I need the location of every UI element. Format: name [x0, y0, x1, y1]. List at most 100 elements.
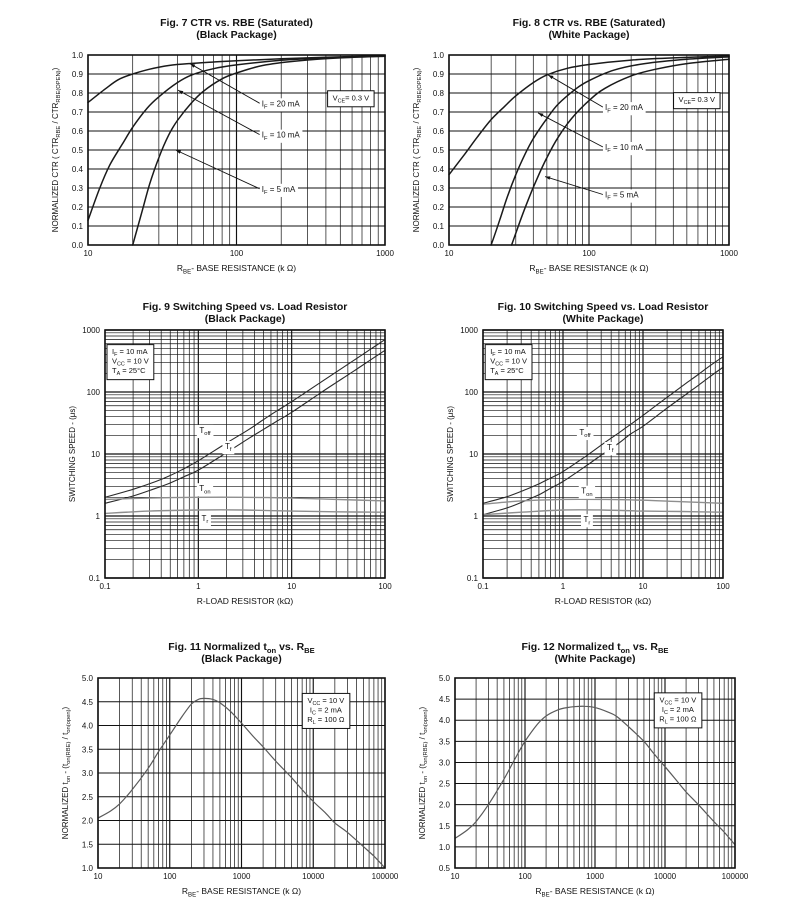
svg-text:0.2: 0.2: [433, 203, 445, 212]
svg-text:100: 100: [716, 582, 730, 591]
fig11-x-axis-label: RBE- BASE RESISTANCE (k Ω): [182, 886, 301, 898]
svg-text:10: 10: [469, 450, 478, 459]
svg-text:2.0: 2.0: [439, 801, 451, 810]
fig8-curve-if-5-ma: [510, 58, 730, 246]
fig8-ctr-vs-rbe-white-chart: IF = 20 mA IF = 10 mA IF = 5 mA VCE= 0.3 V F…: [408, 8, 800, 290]
svg-text:0.6: 0.6: [72, 127, 84, 136]
fig7-subtitle: (Black Package): [196, 29, 277, 41]
svg-text:4.0: 4.0: [82, 722, 94, 731]
svg-text:Toff: Toff: [579, 428, 591, 439]
svg-text:1: 1: [196, 582, 201, 591]
fig7-y-axis-label: NORMALIZED CTR ( CTRRBE / CTRRBE(OPEN)): [51, 67, 62, 232]
fig7-curve-if-10-ma: [87, 55, 386, 222]
svg-text:0.1: 0.1: [89, 574, 101, 583]
svg-text:IF = 10 mA: IF = 10 mA: [490, 347, 526, 358]
fig9-curves: [104, 339, 386, 515]
svg-text:100: 100: [87, 388, 101, 397]
svg-text:5.0: 5.0: [82, 674, 94, 683]
fig11-normalized-ton-black-chart: VCC = 10 V IC = 2 mA RL = 100 Ω Fig. 11 Nor…: [40, 632, 404, 913]
svg-text:100: 100: [163, 872, 177, 881]
fig10-curve-toff: [482, 356, 724, 504]
svg-text:0.3: 0.3: [72, 184, 84, 193]
svg-text:0.2: 0.2: [72, 203, 84, 212]
fig12-title: Fig. 12 Normalized ton vs. RBE: [521, 641, 668, 655]
svg-text:0.7: 0.7: [72, 108, 84, 117]
svg-text:IC = 2 mA: IC = 2 mA: [310, 705, 342, 716]
svg-text:0.8: 0.8: [72, 89, 84, 98]
fig7-curve-if-5-ma: [131, 55, 386, 246]
fig10-subtitle: (White Package): [562, 313, 643, 325]
svg-text:0.7: 0.7: [433, 108, 445, 117]
fig12-normalized-ton-white-chart: VCC = 10 V IC = 2 mA RL = 100 Ω Fig. 12 Nor…: [408, 632, 800, 913]
fig9-x-axis-label: R-LOAD RESISTOR (kΩ): [197, 596, 294, 606]
fig8-x-tick-labels: 10 100 1000: [445, 249, 739, 258]
fig10-plot-border: [482, 329, 724, 579]
svg-text:1.0: 1.0: [72, 51, 84, 60]
svg-text:0.0: 0.0: [433, 241, 445, 250]
svg-text:TA = 25°C: TA = 25°C: [112, 366, 146, 377]
svg-text:0.0: 0.0: [72, 241, 84, 250]
fig12-subtitle: (White Package): [554, 653, 635, 665]
svg-text:1.0: 1.0: [439, 843, 451, 852]
svg-text:0.1: 0.1: [433, 222, 445, 231]
fig8-subtitle: (White Package): [548, 29, 629, 41]
svg-text:IF = 5 mA: IF = 5 mA: [605, 191, 639, 202]
fig7-y-tick-labels: 0.0 0.1 0.2 0.3 0.4 0.5 0.6 0.7 0.8 0.9 1.0: [72, 51, 84, 250]
fig8-x-axis-label: RBE- BASE RESISTANCE (k Ω): [529, 263, 648, 275]
fig12-curve-ton-normalized: [454, 705, 736, 846]
svg-text:4.5: 4.5: [82, 698, 94, 707]
svg-text:IF = 20 mA: IF = 20 mA: [262, 99, 301, 110]
fig8-conditions-box: VCE= 0.3 V: [673, 92, 721, 110]
svg-text:0.4: 0.4: [72, 165, 84, 174]
svg-text:RL = 100 Ω: RL = 100 Ω: [307, 715, 345, 726]
svg-text:3.0: 3.0: [82, 769, 94, 778]
svg-text:1000: 1000: [233, 872, 251, 881]
svg-text:IF = 5 mA: IF = 5 mA: [262, 185, 296, 196]
svg-text:1000: 1000: [586, 872, 604, 881]
svg-text:1.5: 1.5: [82, 840, 94, 849]
fig8-y-axis-label: NORMALIZED CTR ( CTRRBE / CTRRBE(OPEN)): [412, 67, 423, 232]
fig9-x-tick-labels: 0.1 1 10 100: [99, 582, 392, 591]
svg-text:1.5: 1.5: [439, 822, 451, 831]
svg-text:2.5: 2.5: [82, 793, 94, 802]
svg-text:IF = 10 mA: IF = 10 mA: [112, 347, 148, 358]
svg-text:1: 1: [561, 582, 566, 591]
fig8-curves: [448, 55, 730, 246]
fig9-plot-border: [104, 329, 386, 579]
svg-text:10000: 10000: [654, 872, 677, 881]
svg-text:0.4: 0.4: [433, 165, 445, 174]
fig10-switching-speed-white-chart: Toff Tf Ton Tr IF = 10 mA VCC = 10 V TA = 25°C…: [408, 292, 800, 626]
fig7-x-axis-label: RBE- BASE RESISTANCE (k Ω): [177, 263, 296, 275]
svg-text:10: 10: [84, 249, 93, 258]
fig10-title: Fig. 10 Switching Speed vs. Load Resisto…: [498, 301, 709, 313]
fig8-curve-if-20-ma: [448, 55, 730, 176]
svg-text:0.3: 0.3: [433, 184, 445, 193]
svg-text:10: 10: [451, 872, 460, 881]
fig12-y-tick-labels: 0.5 1.0 1.5 2.0 2.5 3.0 3.5 4.0 4.5 5.0: [439, 674, 451, 873]
fig11-y-tick-labels: 1.0 1.5 2.0 2.5 3.0 3.5 4.0 4.5 5.0: [82, 674, 94, 873]
svg-text:100000: 100000: [372, 872, 399, 881]
fig11-curves: [97, 697, 386, 869]
svg-text:100: 100: [378, 582, 392, 591]
svg-text:TA = 25°C: TA = 25°C: [490, 366, 524, 377]
fig8-grid: [448, 54, 730, 246]
svg-text:10000: 10000: [302, 872, 325, 881]
fig8-figure: IF = 20 mA IF = 10 mA IF = 5 mA VCE= 0.3 V F…: [412, 17, 739, 275]
fig11-title: Fig. 11 Normalized ton vs. RBE: [168, 641, 314, 655]
svg-text:100: 100: [582, 249, 596, 258]
fig11-curve-ton-normalized: [97, 697, 386, 869]
svg-text:10: 10: [94, 872, 103, 881]
fig7-x-tick-labels: 10 100 1000: [84, 249, 395, 258]
fig8-plot-border: [448, 54, 730, 246]
fig7-title: Fig. 7 CTR vs. RBE (Saturated): [160, 17, 313, 29]
fig11-x-tick-labels: 10 100 1000 10000 100000: [94, 872, 399, 881]
fig12-plot-border: [454, 677, 736, 869]
fig11-plot-border: [97, 677, 386, 869]
fig11-y-axis-label: NORMALIZED ton - (ton(RBE) / ton(open)): [61, 706, 72, 839]
svg-text:0.1: 0.1: [72, 222, 84, 231]
